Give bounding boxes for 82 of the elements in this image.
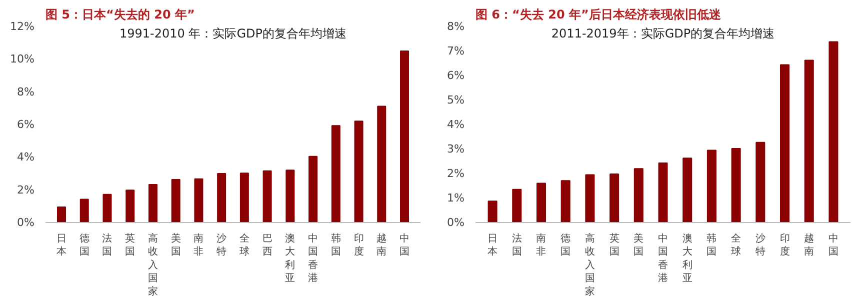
bar xyxy=(308,156,318,222)
x-tick-label: 德国 xyxy=(560,234,571,258)
y-tick-label: 4% xyxy=(447,118,464,131)
x-tick-label: 日本 xyxy=(56,234,67,258)
x-tick-label: 沙特 xyxy=(755,232,766,258)
bar xyxy=(171,179,180,222)
x-tick-label: 英国 xyxy=(609,232,620,258)
y-tick-label: 12% xyxy=(10,20,35,33)
y-tick-label: 8% xyxy=(447,20,464,33)
bar xyxy=(780,64,790,222)
y-tick-label: 2% xyxy=(17,183,34,196)
x-tick-label: 法国 xyxy=(512,232,522,258)
x-tick-label: 英国 xyxy=(125,232,136,258)
bar xyxy=(217,173,226,222)
bar xyxy=(126,190,135,222)
x-tick-label: 中国 xyxy=(399,232,410,258)
x-tick-label: 印度 xyxy=(780,232,790,258)
x-tick-label: 沙特 xyxy=(216,232,227,258)
bar xyxy=(488,200,498,222)
bar xyxy=(682,158,692,222)
x-tick-label: 韩国 xyxy=(706,232,717,258)
bar xyxy=(148,184,158,222)
y-tick-label: 8% xyxy=(17,85,34,98)
x-tick-label: 南非 xyxy=(194,232,204,258)
y-tick-label: 2% xyxy=(447,167,464,180)
x-tick-label: 全球 xyxy=(731,232,742,258)
bar xyxy=(331,125,340,222)
x-tick-label: 中国香港 xyxy=(308,232,318,284)
bar xyxy=(57,206,66,222)
x-tick-label: 韩国 xyxy=(330,232,341,258)
x-tick-label: 中国香港 xyxy=(658,232,668,284)
x-tick-label: 法国 xyxy=(102,232,112,258)
bar xyxy=(377,106,386,222)
chart-title: 图 6：“失去 20 年”后日本经济表现依旧低迷 xyxy=(476,8,722,22)
x-tick-label: 全球 xyxy=(239,232,250,258)
bar xyxy=(512,188,522,222)
bar xyxy=(102,194,112,222)
y-tick-label: 0% xyxy=(447,216,464,229)
y-tick-label: 0% xyxy=(17,216,34,229)
y-tick-label: 4% xyxy=(17,150,34,164)
bar xyxy=(560,180,570,222)
bar xyxy=(80,198,89,222)
bar xyxy=(585,174,595,222)
bar xyxy=(400,50,409,222)
x-tick-label: 巴西 xyxy=(262,234,272,258)
x-tick-label: 高收入国家 xyxy=(584,232,595,298)
y-tick-label: 10% xyxy=(10,52,35,66)
x-tick-label: 南非 xyxy=(536,232,546,258)
bar xyxy=(262,170,272,222)
x-tick-label: 美国 xyxy=(634,232,644,258)
y-tick-label: 1% xyxy=(447,192,464,204)
x-tick-label: 中国 xyxy=(828,232,838,258)
chart-subtitle: 1991-2010 年：实际GDP的复合年均增速 xyxy=(120,26,346,40)
y-tick-label: 6% xyxy=(447,69,464,82)
bar xyxy=(354,120,364,222)
chart-title: 图 5：日本“失去的 20 年” xyxy=(46,8,195,22)
bar xyxy=(706,150,716,222)
x-tick-label: 美国 xyxy=(170,232,181,258)
bar xyxy=(658,162,668,222)
x-tick-label: 澳大利亚 xyxy=(285,232,296,284)
bar xyxy=(286,170,295,222)
x-tick-label: 越南 xyxy=(804,232,814,258)
bar xyxy=(756,142,766,222)
bar xyxy=(536,182,546,222)
x-tick-label: 德国 xyxy=(79,234,90,258)
bar xyxy=(610,173,620,222)
bar xyxy=(804,60,814,222)
bar xyxy=(828,41,838,222)
x-tick-label: 越南 xyxy=(376,232,387,258)
bar xyxy=(634,168,644,222)
bar xyxy=(194,178,204,222)
bar xyxy=(240,172,249,222)
chart-subtitle: 2011-2019年：实际GDP的复合年均增速 xyxy=(551,26,775,40)
x-tick-label: 印度 xyxy=(354,232,364,258)
y-tick-label: 6% xyxy=(17,118,34,131)
x-tick-label: 日本 xyxy=(488,234,498,258)
x-tick-label: 高收入国家 xyxy=(148,232,158,298)
x-tick-label: 澳大利亚 xyxy=(682,232,692,284)
bar xyxy=(731,148,741,222)
y-tick-label: 5% xyxy=(447,94,464,106)
y-tick-label: 7% xyxy=(447,44,464,58)
y-tick-label: 3% xyxy=(447,142,464,156)
